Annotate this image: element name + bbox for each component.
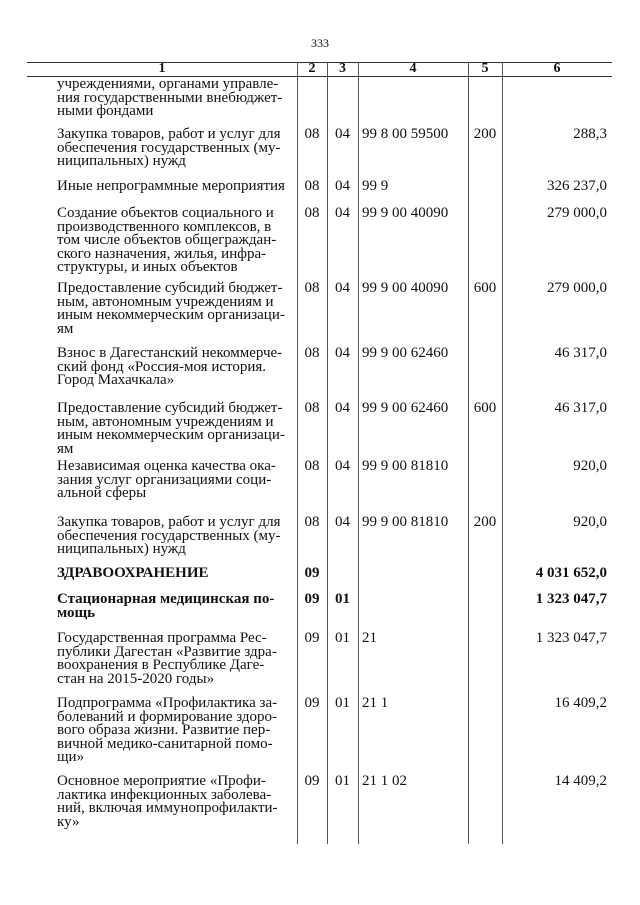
section-code: 08 [304,280,320,296]
amount: 16 409,2 [554,695,608,711]
target-article-code: 21 1 02 [362,773,407,789]
amount: 288,3 [573,126,607,142]
expense-type-code: 600 [473,400,497,416]
row-label: Предоставление субсидий бюджет- ным, авт… [57,400,285,457]
amount: 279 000,0 [547,205,607,221]
column-divider [327,62,328,844]
subsection-code: 01 [335,630,350,646]
target-article-code: 99 9 00 81810 [362,458,449,474]
column-divider [358,62,359,844]
row-label: Основное мероприятие «Профи- лактика инф… [57,773,278,830]
row-label: Стационарная медицинская по- мощь [57,591,275,621]
section-code: 09 [304,591,320,607]
section-code: 08 [304,400,320,416]
subsection-code: 04 [335,514,350,530]
table-top-border [27,62,612,63]
section-code: 09 [304,773,320,789]
subsection-code: 04 [335,458,350,474]
expense-type-code: 200 [473,126,497,142]
subsection-code: 04 [335,280,350,296]
subsection-code: 04 [335,345,350,361]
row-label: Закупка товаров, работ и услуг для обесп… [57,514,281,558]
section-code: 09 [304,695,320,711]
target-article-code: 99 9 00 62460 [362,400,449,416]
subsection-code: 04 [335,178,350,194]
section-code: 09 [304,565,320,581]
amount: 1 323 047,7 [535,630,607,646]
target-article-code: 99 9 00 62460 [362,345,449,361]
target-article-code: 99 8 00 59500 [362,126,449,142]
column-divider [502,62,503,844]
section-code: 08 [304,178,320,194]
column-header-3: 3 [339,61,346,76]
row-label: учреждениями, органами управле- ния госу… [57,76,283,120]
column-header-5: 5 [481,61,489,76]
target-article-code: 99 9 [362,178,389,194]
target-article-code: 99 9 00 40090 [362,280,449,296]
column-divider [468,62,469,844]
row-label: Закупка товаров, работ и услуг для обесп… [57,126,281,170]
subsection-code: 04 [335,400,350,416]
section-code: 09 [304,630,320,646]
subsection-code: 01 [335,773,350,789]
row-label: Независимая оценка качества ока- зания у… [57,458,276,502]
section-code: 08 [304,126,320,142]
row-label: Подпрограмма «Профилактика за- болеваний… [57,695,278,766]
subsection-code: 04 [335,126,350,142]
expense-type-code: 600 [473,280,497,296]
target-article-code: 21 [362,630,377,646]
column-divider [297,62,298,844]
amount: 326 237,0 [547,178,607,194]
row-label: Взнос в Дагестанский некоммерче- ский фо… [57,345,283,389]
amount: 4 031 652,0 [535,565,607,581]
target-article-code: 21 1 [362,695,389,711]
row-label: ЗДРАВООХРАНЕНИЕ [57,565,209,581]
section-code: 08 [304,345,320,361]
page-number: 333 [311,36,329,50]
column-header-1: 1 [158,61,166,76]
column-header-6: 6 [553,61,561,76]
amount: 46 317,0 [554,345,608,361]
target-article-code: 99 9 00 81810 [362,514,449,530]
amount: 46 317,0 [554,400,608,416]
amount: 1 323 047,7 [535,591,607,607]
column-header-2: 2 [308,61,316,76]
section-code: 08 [304,514,320,530]
amount: 279 000,0 [547,280,607,296]
section-code: 08 [304,205,320,221]
row-label: Иные непрограммные мероприятия [57,178,285,194]
amount: 14 409,2 [554,773,608,789]
target-article-code: 99 9 00 40090 [362,205,449,221]
column-header-4: 4 [409,61,417,76]
row-label: Создание объектов социального и производ… [57,205,277,276]
expense-type-code: 200 [473,514,497,530]
row-label: Государственная программа Рес- публики Д… [57,630,277,687]
row-label: Предоставление субсидий бюджет- ным, авт… [57,280,285,337]
subsection-code: 04 [335,205,350,221]
subsection-code: 01 [335,695,350,711]
section-code: 08 [304,458,320,474]
amount: 920,0 [573,458,607,474]
header-bottom-border [27,76,612,77]
subsection-code: 01 [335,591,350,607]
amount: 920,0 [573,514,607,530]
